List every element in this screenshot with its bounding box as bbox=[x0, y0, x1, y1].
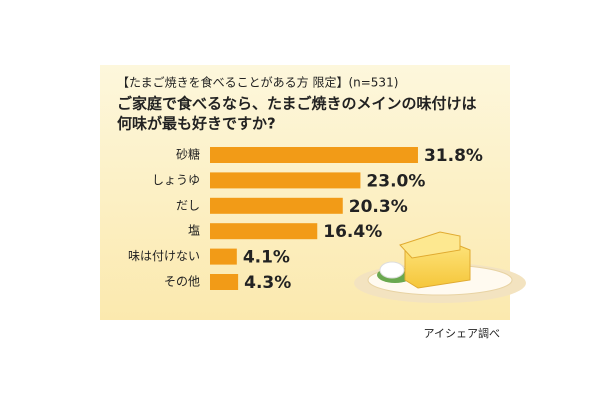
bar bbox=[210, 223, 318, 240]
category-label: 味は付けない bbox=[128, 249, 200, 263]
bar bbox=[210, 274, 239, 290]
category-label: だし bbox=[176, 198, 200, 212]
bar bbox=[210, 197, 343, 214]
bar bbox=[210, 248, 237, 265]
title: 何味が最も好きですか? bbox=[117, 115, 276, 133]
value-label: 31.8% bbox=[424, 146, 483, 166]
source: アイシェア調べ bbox=[424, 326, 500, 340]
bar bbox=[210, 147, 418, 163]
value-label: 23.0% bbox=[366, 171, 425, 191]
category-label: しょうゆ bbox=[152, 173, 200, 187]
value-label: 20.3% bbox=[349, 197, 408, 217]
value-label: 16.4% bbox=[323, 222, 382, 242]
value-label: 4.3% bbox=[244, 273, 291, 293]
category-label: 砂糖 bbox=[176, 147, 200, 162]
illustration bbox=[354, 231, 526, 303]
value-label: 4.1% bbox=[243, 248, 290, 268]
subtitle: 【たまご焼きを食べることがある方 限定】(n=531) bbox=[117, 75, 398, 90]
title: ご家庭で食べるなら、たまご焼きのメインの味付けは bbox=[117, 95, 477, 113]
category-label: その他 bbox=[164, 275, 200, 289]
bar bbox=[210, 172, 361, 189]
category-label: 塩 bbox=[188, 223, 200, 238]
